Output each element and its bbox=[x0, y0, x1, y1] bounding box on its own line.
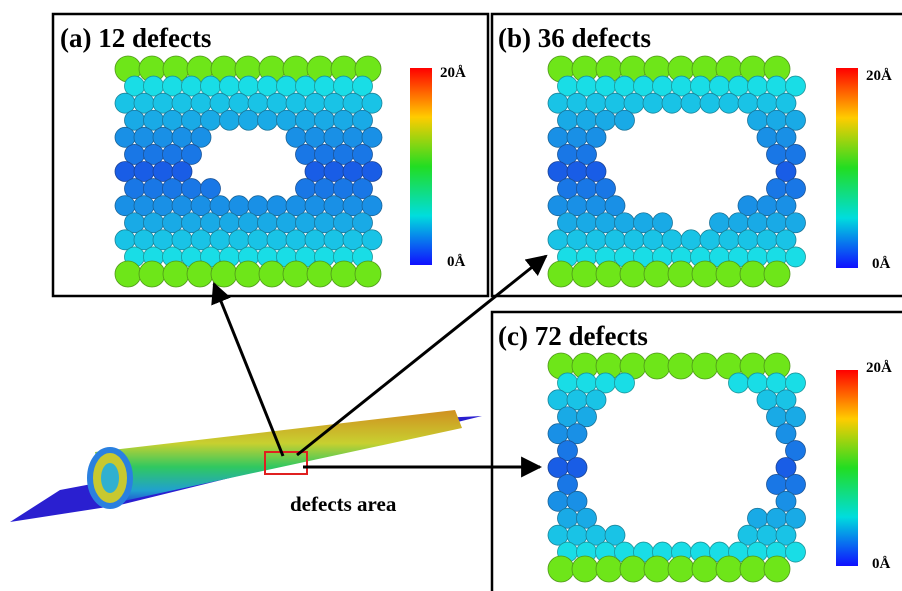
atom bbox=[644, 261, 670, 287]
atom bbox=[786, 247, 806, 267]
atom bbox=[239, 110, 259, 130]
arrow bbox=[214, 284, 283, 456]
colorbar-max: 20Å bbox=[440, 65, 466, 81]
panel-title: (c) 72 defects bbox=[498, 321, 648, 351]
atom bbox=[620, 556, 646, 582]
atom bbox=[668, 556, 694, 582]
panel-title: (b) 36 defects bbox=[498, 23, 651, 53]
colorbar-min: 0Å bbox=[872, 256, 891, 272]
figure: (a) 12 defects (b) 36 defects (c) 72 def… bbox=[0, 0, 902, 591]
atom bbox=[668, 353, 694, 379]
colorbar bbox=[410, 68, 432, 265]
atom bbox=[283, 261, 309, 287]
atom bbox=[644, 353, 670, 379]
colorbar-max: 20Å bbox=[866, 68, 892, 84]
atom bbox=[692, 261, 718, 287]
atom bbox=[692, 556, 718, 582]
atom bbox=[615, 110, 635, 130]
atom bbox=[643, 93, 663, 113]
atom bbox=[700, 93, 720, 113]
atom bbox=[740, 261, 766, 287]
colorbar-min: 0Å bbox=[872, 556, 891, 572]
atom bbox=[786, 542, 806, 562]
atom-images bbox=[115, 56, 806, 582]
atom bbox=[548, 556, 574, 582]
atom bbox=[740, 556, 766, 582]
atom bbox=[187, 261, 213, 287]
colorbar-min: 0Å bbox=[447, 254, 466, 270]
atom bbox=[307, 261, 333, 287]
atom bbox=[596, 556, 622, 582]
atom bbox=[681, 93, 701, 113]
atom bbox=[355, 261, 381, 287]
nanotube bbox=[95, 410, 462, 505]
atom bbox=[596, 261, 622, 287]
atom bbox=[716, 261, 742, 287]
atom bbox=[331, 261, 357, 287]
atom bbox=[716, 556, 742, 582]
atom bbox=[662, 93, 682, 113]
atom bbox=[764, 261, 790, 287]
annotation: defects area bbox=[290, 492, 397, 516]
atom bbox=[644, 556, 670, 582]
atom bbox=[572, 556, 598, 582]
atom bbox=[764, 556, 790, 582]
colorbar-max: 20Å bbox=[866, 360, 892, 376]
atom bbox=[615, 373, 635, 393]
atom bbox=[163, 261, 189, 287]
atom bbox=[729, 373, 749, 393]
atom bbox=[235, 261, 261, 287]
colorbar bbox=[836, 68, 858, 268]
atom bbox=[139, 261, 165, 287]
atom bbox=[258, 110, 278, 130]
tube-end bbox=[101, 463, 119, 493]
atom bbox=[259, 261, 285, 287]
atom bbox=[620, 261, 646, 287]
atom bbox=[719, 93, 739, 113]
atom bbox=[692, 353, 718, 379]
atom bbox=[548, 261, 574, 287]
atom bbox=[115, 261, 141, 287]
atom bbox=[668, 261, 694, 287]
atom bbox=[572, 261, 598, 287]
atom bbox=[220, 110, 240, 130]
atom bbox=[211, 261, 237, 287]
panel-title: (a) 12 defects bbox=[60, 23, 211, 53]
colorbar bbox=[836, 370, 858, 566]
